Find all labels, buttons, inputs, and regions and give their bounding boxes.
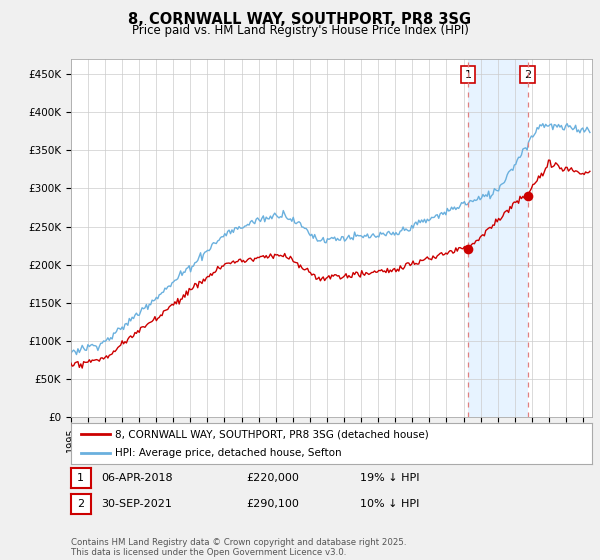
Text: 19% ↓ HPI: 19% ↓ HPI [360,473,419,483]
Text: 1: 1 [464,70,472,80]
Text: 8, CORNWALL WAY, SOUTHPORT, PR8 3SG (detached house): 8, CORNWALL WAY, SOUTHPORT, PR8 3SG (det… [115,430,429,439]
Bar [468,59,527,417]
Text: 1: 1 [77,473,84,483]
Text: Contains HM Land Registry data © Crown copyright and database right 2025.
This d: Contains HM Land Registry data © Crown c… [71,538,406,557]
Text: 2: 2 [77,499,84,509]
Text: 06-APR-2018: 06-APR-2018 [101,473,172,483]
Text: HPI: Average price, detached house, Sefton: HPI: Average price, detached house, Seft… [115,448,341,458]
Text: 8, CORNWALL WAY, SOUTHPORT, PR8 3SG: 8, CORNWALL WAY, SOUTHPORT, PR8 3SG [128,12,472,27]
Text: Price paid vs. HM Land Registry's House Price Index (HPI): Price paid vs. HM Land Registry's House … [131,24,469,36]
Text: 30-SEP-2021: 30-SEP-2021 [101,499,172,509]
Text: £290,100: £290,100 [246,499,299,509]
Text: 10% ↓ HPI: 10% ↓ HPI [360,499,419,509]
Text: 2: 2 [524,70,531,80]
Text: £220,000: £220,000 [246,473,299,483]
